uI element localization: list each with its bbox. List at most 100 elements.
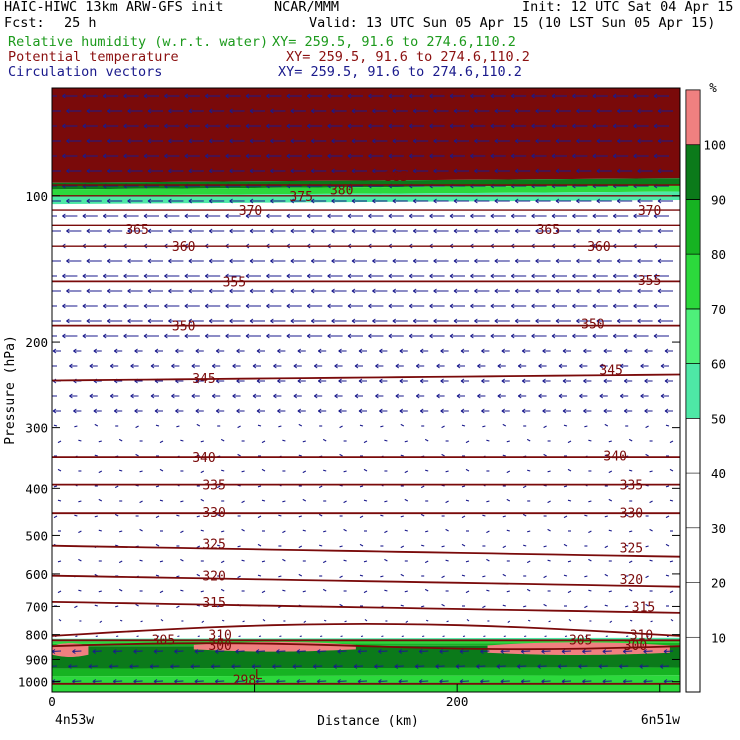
- circulation-vector: [572, 93, 588, 99]
- circulation-vector: [75, 635, 78, 638]
- field-theta-xy: XY= 259.5, 91.6 to 274.6,110.2: [286, 49, 530, 65]
- circulation-vector: [384, 589, 388, 592]
- circulation-vector: [555, 318, 571, 324]
- circulation-vector: [527, 530, 531, 533]
- circulation-vector: [331, 228, 347, 234]
- circulation-vector: [298, 515, 302, 518]
- circulation-vector: [306, 303, 323, 309]
- circulation-vector: [460, 348, 469, 354]
- circulation-vector: [526, 588, 531, 592]
- circulation-vector: [261, 590, 266, 594]
- circulation-vector: [494, 258, 510, 264]
- circulation-vector: [257, 424, 262, 427]
- circulation-vector: [665, 543, 670, 547]
- circulation-vector: [400, 423, 405, 427]
- circulation-vector: [52, 305, 57, 307]
- circulation-vector: [521, 378, 531, 384]
- circulation-vector: [657, 108, 673, 114]
- circulation-vector: [494, 108, 510, 114]
- circulation-vector: [408, 333, 425, 339]
- circulation-vector: [660, 393, 669, 399]
- circulation-vector: [298, 545, 303, 549]
- circulation-vector: [604, 515, 608, 518]
- circulation-vector: [510, 93, 527, 99]
- circulation-vector: [592, 273, 608, 279]
- circulation-vector: [474, 138, 490, 144]
- circulation-vector: [592, 213, 608, 219]
- circulation-vector: [66, 198, 82, 204]
- circulation-vector: [340, 635, 343, 638]
- circulation-vector: [399, 408, 408, 414]
- circulation-vector: [624, 485, 629, 489]
- circulation-vector: [374, 664, 384, 669]
- circulation-vector: [460, 408, 469, 414]
- circulation-vector: [266, 333, 282, 339]
- circulation-vector: [526, 560, 531, 564]
- circulation-vector: [102, 213, 119, 219]
- circulation-vector: [188, 288, 204, 294]
- circulation-vector: [57, 468, 62, 472]
- circulation-vector: [482, 425, 486, 428]
- circulation-vector: [445, 500, 449, 504]
- circulation-vector: [608, 440, 612, 443]
- circulation-vector: [639, 664, 649, 669]
- circulation-vector: [657, 318, 673, 324]
- circulation-vector: [322, 560, 327, 564]
- circulation-vector: [563, 574, 568, 577]
- circulation-vector: [605, 635, 608, 638]
- circulation-vector: [106, 318, 123, 324]
- circulation-vector: [645, 545, 649, 548]
- circulation-vector: [220, 438, 225, 442]
- circulation-vector: [344, 620, 347, 623]
- circulation-vector: [113, 348, 123, 354]
- circulation-vector: [229, 138, 245, 144]
- circulation-vector: [229, 288, 245, 294]
- circulation-vector: [200, 440, 204, 443]
- circulation-vector: [256, 348, 265, 354]
- circulation-vector: [388, 153, 404, 159]
- circulation-vector: [351, 228, 367, 234]
- circulation-vector: [176, 425, 180, 428]
- circulation-vector: [195, 408, 204, 414]
- circulation-vector: [497, 363, 506, 369]
- circulation-vector: [669, 468, 674, 472]
- y-axis-title: Pressure (hPa): [3, 335, 18, 445]
- circulation-vector: [261, 560, 266, 563]
- circulation-vector: [592, 333, 608, 339]
- circulation-vector: [225, 273, 241, 279]
- circulation-vector: [535, 108, 551, 114]
- org-label: NCAR/MMM: [274, 0, 340, 15]
- circulation-vector: [439, 649, 449, 654]
- circulation-vector: [86, 318, 102, 324]
- circulation-vector: [653, 153, 669, 159]
- circulation-vector: [449, 153, 465, 159]
- circulation-vector: [72, 649, 82, 654]
- circulation-vector: [204, 213, 221, 219]
- circulation-vector: [286, 153, 302, 159]
- circulation-vector: [637, 258, 653, 264]
- circulation-vector: [645, 425, 649, 429]
- field-vectors-xy: XY= 259.5, 91.6 to 274.6,110.2: [278, 64, 522, 80]
- y-tick-label: 300: [25, 421, 48, 436]
- circulation-vector: [664, 348, 673, 354]
- circulation-vector: [290, 288, 306, 294]
- circulation-vector: [542, 378, 551, 384]
- circulation-vector: [211, 393, 221, 399]
- circulation-vector: [563, 543, 568, 547]
- circulation-vector: [603, 348, 612, 354]
- circulation-vector: [147, 258, 163, 264]
- circulation-vector: [419, 348, 429, 354]
- circulation-vector: [547, 470, 551, 473]
- circulation-vector: [337, 649, 347, 654]
- circulation-vector: [592, 303, 608, 309]
- circulation-vector: [645, 603, 649, 607]
- circulation-vector: [347, 123, 363, 129]
- circulation-vector: [563, 485, 568, 488]
- circulation-vector: [225, 93, 241, 99]
- circulation-vector: [637, 198, 653, 204]
- theta-contour-320: [52, 574, 680, 588]
- circulation-vector: [486, 500, 490, 503]
- circulation-vector: [359, 574, 364, 577]
- circulation-vector: [106, 228, 123, 234]
- circulation-vector: [302, 440, 306, 443]
